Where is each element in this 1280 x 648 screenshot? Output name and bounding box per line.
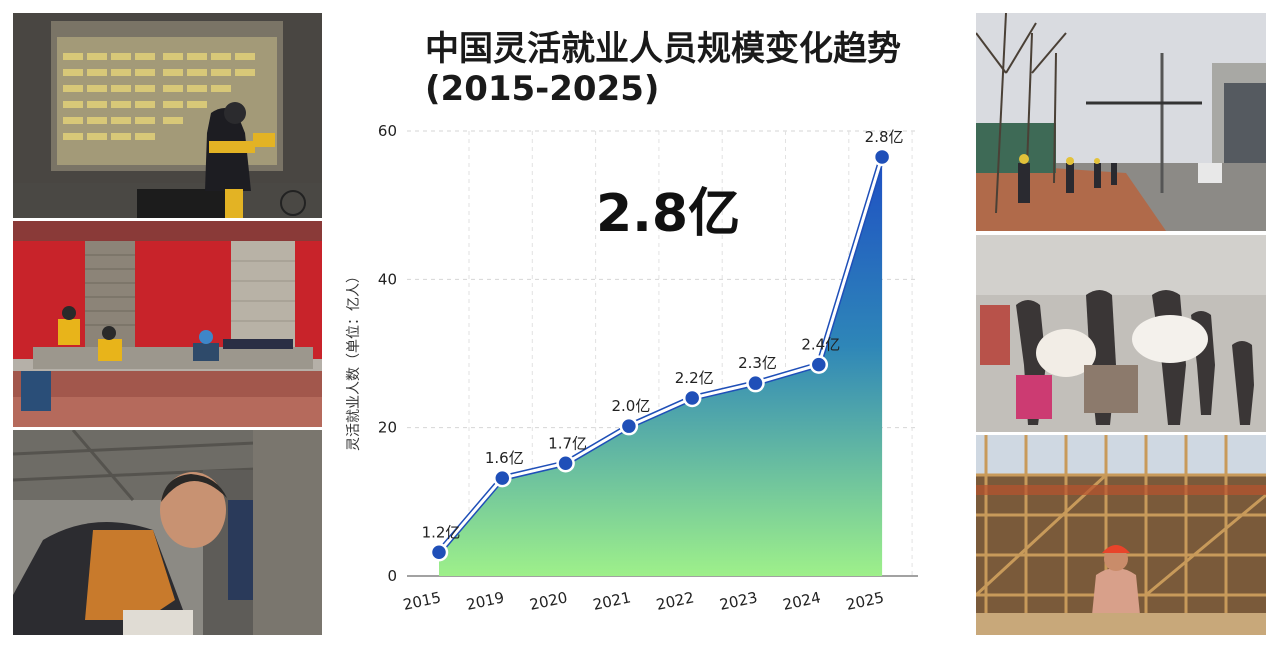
x-tick-label: 2020 bbox=[528, 588, 569, 614]
elderly-worker-apron-photo bbox=[13, 430, 322, 635]
data-point bbox=[809, 355, 829, 374]
area-layer bbox=[436, 156, 885, 577]
chart-subtitle: (2015-2025) bbox=[425, 69, 659, 109]
data-label: 2.8亿 bbox=[865, 128, 904, 146]
data-labels: 1.2亿 1.6亿 1.7亿 2.0亿 2.2亿 2.3亿 2.4亿 2.8亿 bbox=[422, 128, 904, 541]
y-tick-label: 60 bbox=[378, 122, 397, 140]
data-label: 2.0亿 bbox=[611, 397, 650, 415]
workers-walking-roadside-photo bbox=[976, 13, 1266, 231]
area-fill bbox=[439, 156, 883, 577]
data-point bbox=[429, 543, 449, 562]
data-label: 2.2亿 bbox=[675, 369, 714, 387]
data-label: 1.6亿 bbox=[485, 449, 524, 467]
y-tick-label: 20 bbox=[378, 419, 397, 437]
x-tick-label: 2019 bbox=[465, 588, 506, 614]
chart-title: 中国灵活就业人员规模变化趋势 bbox=[425, 29, 901, 69]
data-label: 1.7亿 bbox=[548, 434, 587, 452]
x-axis-ticks: 2015 2019 2020 2021 2022 2023 2024 2025 bbox=[401, 588, 885, 614]
x-tick-label: 2022 bbox=[655, 588, 696, 614]
y-axis-ticks: 0 20 40 60 bbox=[378, 122, 397, 585]
y-axis-label: 灵活就业人数（单位：亿人） bbox=[346, 269, 362, 451]
data-point bbox=[872, 147, 892, 167]
x-tick-label: 2015 bbox=[401, 588, 442, 614]
data-point bbox=[556, 454, 575, 473]
data-point bbox=[493, 468, 512, 488]
delivery-rider-notice-board-photo bbox=[13, 13, 322, 218]
data-markers bbox=[429, 147, 892, 562]
x-tick-label: 2025 bbox=[845, 588, 886, 614]
data-label: 2.4亿 bbox=[801, 336, 840, 354]
delivery-riders-resting-photo bbox=[13, 221, 322, 427]
construction-site-worker-photo bbox=[976, 435, 1266, 635]
y-tick-label: 0 bbox=[387, 567, 397, 585]
data-label: 2.3亿 bbox=[738, 354, 777, 372]
x-tick-label: 2023 bbox=[718, 588, 759, 614]
x-tick-label: 2024 bbox=[781, 588, 822, 614]
data-point bbox=[682, 388, 702, 408]
data-point bbox=[746, 373, 765, 393]
series-line bbox=[437, 156, 884, 554]
y-tick-label: 40 bbox=[378, 270, 397, 288]
migrant-workers-luggage-photo bbox=[976, 235, 1266, 432]
big-annotation: 2.8亿 bbox=[596, 184, 740, 244]
x-tick-label: 2021 bbox=[591, 588, 632, 614]
data-label: 1.2亿 bbox=[422, 523, 461, 541]
data-point bbox=[619, 416, 639, 436]
